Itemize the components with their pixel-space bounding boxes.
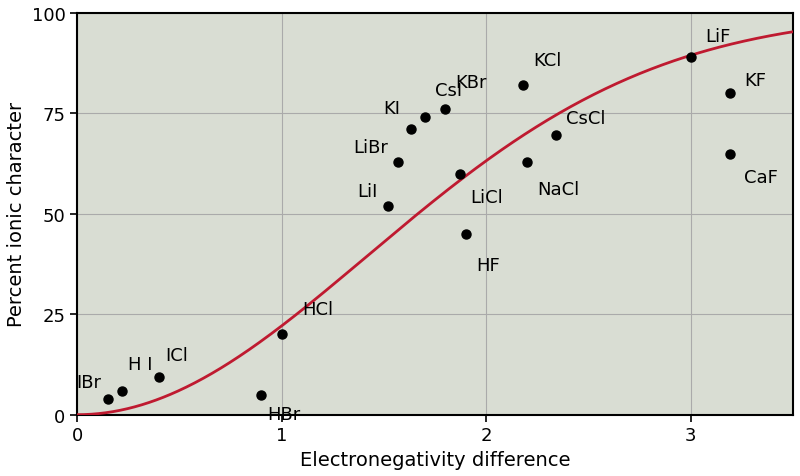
Text: CsI: CsI [435, 82, 462, 100]
Text: HCl: HCl [302, 301, 334, 318]
Text: LiF: LiF [705, 28, 730, 46]
Text: LiBr: LiBr [353, 138, 388, 156]
Text: H I: H I [128, 355, 153, 373]
Text: KF: KF [744, 72, 766, 90]
Text: ICl: ICl [165, 347, 188, 365]
Text: KBr: KBr [455, 74, 487, 92]
Text: HF: HF [476, 257, 500, 275]
Text: LiCl: LiCl [470, 188, 502, 207]
Y-axis label: Percent ionic character: Percent ionic character [7, 102, 26, 327]
Text: NaCl: NaCl [538, 180, 580, 198]
Text: KI: KI [383, 100, 400, 118]
Text: CaF: CaF [744, 169, 778, 186]
Text: KCl: KCl [534, 52, 562, 70]
Text: LiI: LiI [358, 182, 378, 200]
Text: CsCl: CsCl [566, 110, 606, 128]
X-axis label: Electronegativity difference: Electronegativity difference [300, 450, 570, 469]
Text: IBr: IBr [77, 373, 102, 391]
Text: HBr: HBr [267, 405, 301, 423]
